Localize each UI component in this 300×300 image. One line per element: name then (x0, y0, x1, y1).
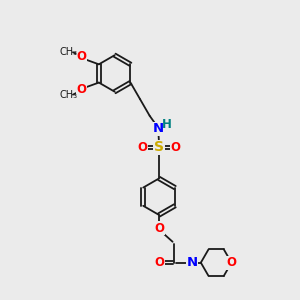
Text: O: O (170, 141, 180, 154)
Text: S: S (154, 140, 164, 154)
Text: H: H (162, 118, 172, 131)
Text: O: O (154, 256, 164, 269)
Text: N: N (153, 122, 164, 136)
Text: O: O (226, 256, 236, 269)
Text: O: O (154, 222, 164, 235)
Text: CH₃: CH₃ (60, 90, 78, 100)
Text: CH₃: CH₃ (60, 47, 78, 57)
Text: O: O (76, 83, 86, 96)
Text: O: O (76, 50, 86, 64)
Text: O: O (138, 141, 148, 154)
Text: N: N (187, 256, 198, 269)
